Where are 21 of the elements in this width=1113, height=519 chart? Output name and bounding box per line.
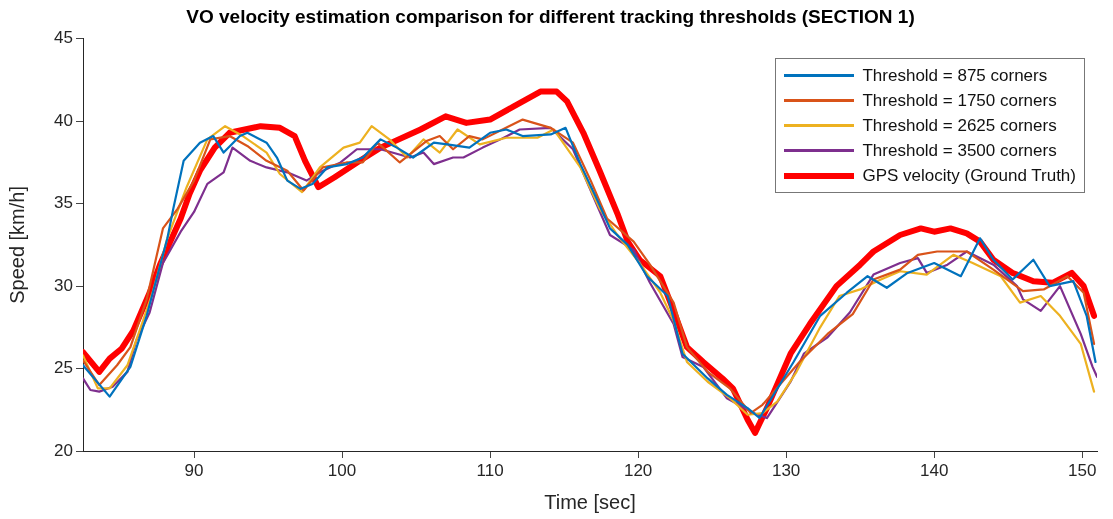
x-tick-label: 140	[919, 460, 949, 480]
y-tick-label: 40	[54, 110, 73, 130]
chart-title: VO velocity estimation comparison for different tracking thresholds (SECTION 1)	[186, 5, 915, 27]
legend-label: Threshold = 3500 corners	[862, 140, 1057, 161]
x-tick-label: 100	[327, 460, 357, 480]
y-tick-label: 35	[54, 193, 73, 213]
y-tick-label: 25	[54, 358, 73, 378]
x-tick-label: 150	[1068, 460, 1097, 480]
y-tick-label: 20	[54, 440, 73, 460]
x-tick-label: 110	[476, 460, 504, 480]
legend-label: Threshold = 2625 corners	[862, 115, 1057, 136]
x-axis-title: Time [sec]	[544, 490, 636, 513]
legend-label: Threshold = 875 corners	[862, 65, 1048, 86]
x-tick-label: 90	[184, 460, 204, 480]
legend-label: Threshold = 1750 corners	[862, 90, 1057, 111]
x-tick-label: 120	[623, 460, 653, 480]
y-tick-label: 45	[54, 28, 73, 48]
y-axis-title: Speed [km/h]	[5, 185, 28, 304]
x-tick-label: 130	[771, 460, 801, 480]
legend-label: GPS velocity (Ground Truth)	[862, 165, 1076, 186]
y-tick-label: 30	[54, 275, 73, 295]
